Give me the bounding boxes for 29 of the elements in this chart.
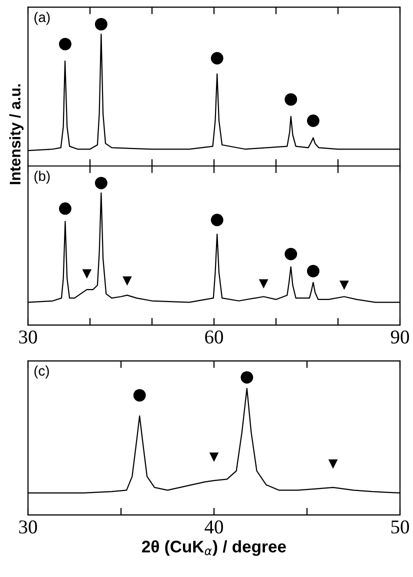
point — [82, 269, 92, 279]
point — [122, 276, 132, 286]
point — [58, 202, 72, 215]
point — [240, 371, 254, 384]
y-axis-title: Intensity / a.u. — [9, 84, 24, 184]
x-tick-label: 40 — [204, 520, 223, 534]
point — [94, 18, 108, 30]
annotation: (b) — [34, 170, 50, 184]
point — [94, 176, 108, 190]
x-axis-title: 2θ (CuK$_{α}$) / degree — [142, 540, 286, 556]
point — [306, 114, 320, 127]
point — [328, 459, 338, 469]
x-tick-label: 50 — [391, 520, 409, 534]
point — [284, 93, 298, 106]
point — [340, 280, 349, 290]
point — [58, 38, 72, 50]
x-tick-label: 30 — [19, 520, 37, 534]
point — [210, 52, 224, 64]
x-tick-label: 90 — [390, 330, 409, 344]
point — [133, 389, 146, 402]
point — [306, 264, 320, 278]
point — [258, 279, 268, 289]
annotation: (a) — [34, 12, 50, 25]
x-tick-label: 60 — [205, 330, 223, 344]
x-tick-label: 30 — [19, 330, 37, 344]
point — [284, 248, 298, 260]
point — [210, 214, 224, 226]
annotation: (c) — [34, 366, 49, 378]
point — [209, 452, 219, 462]
